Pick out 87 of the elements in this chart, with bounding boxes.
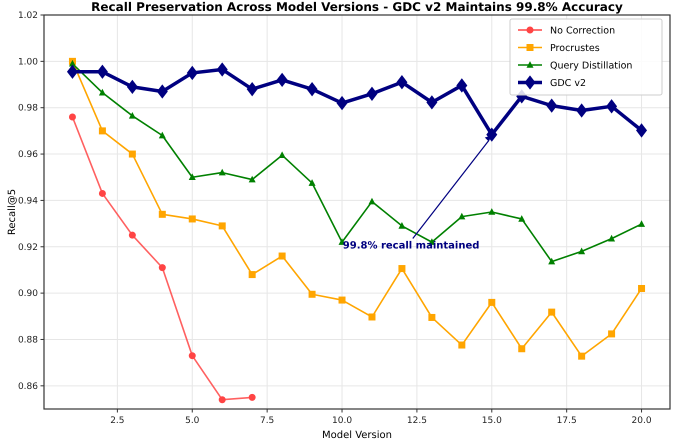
point	[188, 352, 196, 360]
point	[308, 290, 316, 298]
point	[636, 123, 648, 138]
chart-title: Recall Preservation Across Model Versions - GDC v2 Maintains 99.8% Accuracy	[91, 0, 624, 14]
y-tick-label: 1.00	[18, 57, 38, 68]
point	[366, 86, 378, 101]
y-axis-title: Recall@5	[7, 188, 18, 236]
point	[188, 215, 196, 222]
point	[458, 212, 466, 220]
y-tick-label: 0.94	[18, 196, 38, 206]
point	[488, 298, 496, 306]
x-tick-label: 17.5	[556, 416, 577, 426]
point	[276, 72, 288, 88]
point	[98, 190, 106, 197]
point	[488, 208, 496, 215]
legend-label: No Correction	[550, 26, 616, 36]
point	[426, 95, 438, 110]
point	[578, 352, 586, 360]
point	[66, 64, 78, 79]
y-tick-label: 0.92	[18, 242, 38, 253]
point	[96, 64, 108, 79]
annotation: 99.8% recall maintained	[342, 240, 480, 252]
point	[216, 62, 228, 77]
point	[188, 173, 196, 180]
point	[338, 296, 346, 304]
point	[248, 394, 256, 401]
point	[518, 345, 526, 352]
point	[458, 342, 466, 349]
y-tick-label: 0.88	[18, 335, 38, 346]
point	[368, 198, 376, 204]
x-tick-label: 7.5	[260, 416, 274, 426]
point	[456, 78, 468, 93]
point	[608, 330, 616, 338]
point	[428, 314, 436, 321]
point	[278, 151, 286, 158]
point	[248, 176, 256, 182]
point	[158, 210, 166, 218]
point	[218, 396, 226, 404]
point	[248, 271, 256, 278]
x-tick-label: 12.5	[406, 416, 427, 426]
point	[368, 313, 376, 320]
point	[486, 127, 498, 142]
point	[306, 82, 318, 96]
point	[398, 222, 406, 229]
point	[546, 98, 558, 113]
point	[578, 248, 586, 254]
point	[158, 264, 166, 272]
point	[98, 127, 106, 134]
point	[126, 80, 138, 94]
y-tick-label: 0.96	[18, 150, 38, 160]
point	[128, 150, 136, 158]
point	[158, 132, 166, 138]
point	[396, 75, 408, 90]
point	[218, 222, 226, 230]
legend-label: Query Distillation	[550, 60, 632, 72]
point	[128, 232, 136, 239]
x-tick-label: 15.0	[482, 416, 502, 426]
y-tick-label: 0.98	[18, 104, 38, 114]
point	[156, 84, 168, 99]
x-axis-title: Model Version	[322, 430, 392, 441]
point	[218, 168, 226, 176]
point	[548, 308, 556, 316]
x-tick-label: 5.0	[185, 416, 200, 426]
y-tick-label: 0.86	[18, 382, 38, 392]
point	[186, 66, 198, 80]
y-tick-label: 1.02	[18, 11, 38, 21]
point	[308, 179, 316, 186]
point	[278, 252, 286, 260]
point	[608, 234, 616, 242]
point	[128, 112, 136, 119]
point	[336, 96, 348, 110]
point	[246, 82, 258, 96]
point	[398, 265, 406, 272]
x-tick-label: 2.5	[110, 416, 125, 426]
point	[518, 215, 526, 222]
point	[98, 88, 106, 96]
point	[68, 113, 76, 120]
y-tick-label: 0.90	[18, 289, 38, 300]
point	[548, 258, 556, 264]
legend-label: Procrustes	[550, 43, 600, 54]
point	[638, 284, 646, 292]
x-tick-label: 20.0	[632, 416, 652, 426]
point	[606, 99, 618, 114]
legend-label: GDC v2	[550, 78, 586, 89]
point	[576, 103, 588, 118]
point	[638, 220, 646, 227]
x-tick-label: 10.0	[332, 416, 352, 426]
